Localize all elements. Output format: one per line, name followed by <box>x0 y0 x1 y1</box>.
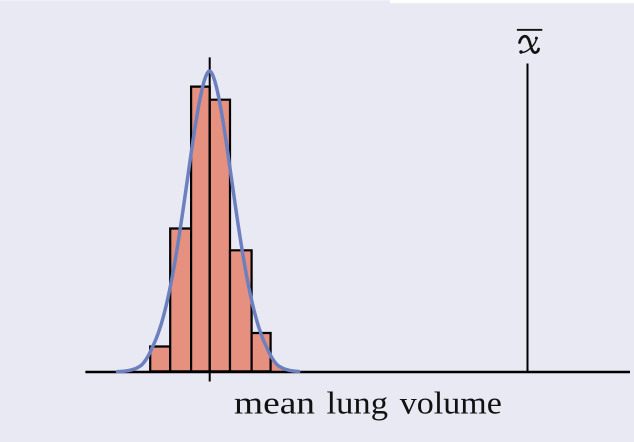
svg-text:volume: volume <box>400 386 502 421</box>
svg-text:lung: lung <box>327 386 389 421</box>
svg-text:mean: mean <box>234 386 315 421</box>
